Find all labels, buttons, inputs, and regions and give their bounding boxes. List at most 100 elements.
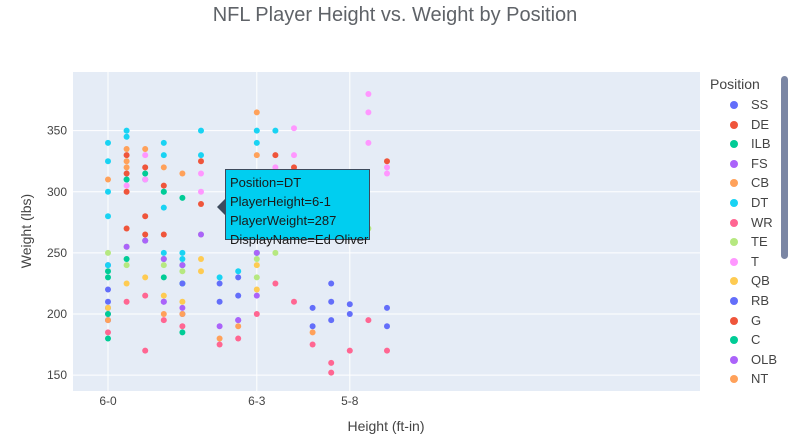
data-point[interactable] (235, 268, 242, 275)
data-point[interactable] (328, 298, 335, 305)
data-point[interactable] (272, 152, 279, 159)
data-point[interactable] (179, 311, 186, 317)
data-point[interactable] (198, 256, 204, 262)
legend-scrollbar[interactable] (781, 76, 788, 259)
data-point[interactable] (160, 188, 167, 195)
legend-item[interactable]: C (703, 331, 795, 349)
data-point[interactable] (142, 170, 149, 177)
data-point[interactable] (253, 286, 260, 293)
data-point[interactable] (328, 280, 335, 287)
legend-item[interactable]: OLB (703, 351, 795, 369)
data-point[interactable] (123, 298, 130, 305)
data-point[interactable] (123, 182, 130, 189)
data-point[interactable] (160, 274, 167, 281)
data-point[interactable] (179, 194, 186, 201)
data-point[interactable] (123, 280, 130, 287)
data-point[interactable] (142, 152, 149, 159)
legend-item[interactable]: DE (703, 116, 795, 134)
data-point[interactable] (105, 268, 111, 275)
data-point[interactable] (253, 127, 260, 134)
data-point[interactable] (198, 268, 204, 275)
legend-item[interactable]: TE (703, 233, 795, 251)
data-point[interactable] (142, 146, 149, 152)
data-point[interactable] (123, 127, 130, 134)
data-point[interactable] (123, 158, 130, 165)
data-point[interactable] (346, 301, 353, 308)
data-point[interactable] (253, 274, 260, 281)
data-point[interactable] (160, 311, 167, 317)
data-point[interactable] (160, 298, 167, 305)
data-point[interactable] (179, 329, 186, 336)
data-point[interactable] (105, 188, 111, 195)
data-point[interactable] (253, 262, 260, 269)
data-point[interactable] (105, 298, 111, 305)
data-point[interactable] (105, 176, 111, 183)
data-point[interactable] (105, 213, 111, 220)
data-point[interactable] (198, 188, 204, 195)
data-point[interactable] (123, 170, 130, 177)
data-point[interactable] (160, 262, 167, 269)
data-point[interactable] (253, 292, 260, 299)
legend-item[interactable]: DT (703, 194, 795, 212)
data-point[interactable] (384, 347, 390, 354)
data-point[interactable] (123, 188, 130, 195)
data-point[interactable] (253, 256, 260, 262)
data-point[interactable] (142, 176, 149, 183)
data-point[interactable] (253, 109, 260, 116)
data-point[interactable] (365, 91, 372, 97)
data-point[interactable] (235, 274, 242, 281)
data-point[interactable] (235, 323, 242, 330)
data-point[interactable] (291, 298, 297, 305)
data-point[interactable] (142, 237, 149, 244)
data-point[interactable] (105, 262, 111, 269)
data-point[interactable] (365, 109, 372, 116)
data-point[interactable] (384, 170, 390, 177)
data-point[interactable] (253, 311, 260, 317)
data-point[interactable] (198, 201, 204, 207)
data-point[interactable] (160, 152, 167, 159)
data-point[interactable] (142, 213, 149, 220)
data-point[interactable] (272, 127, 279, 134)
legend-item[interactable]: NT (703, 370, 795, 388)
data-point[interactable] (272, 164, 279, 171)
legend-item[interactable]: SS (703, 96, 795, 114)
data-point[interactable] (309, 304, 316, 311)
data-point[interactable] (179, 249, 186, 256)
data-point[interactable] (198, 158, 204, 165)
data-point[interactable] (105, 311, 111, 317)
data-point[interactable] (198, 231, 204, 238)
data-point[interactable] (160, 317, 167, 324)
data-point[interactable] (216, 280, 223, 287)
data-point[interactable] (123, 262, 130, 269)
data-point[interactable] (235, 292, 242, 299)
data-point[interactable] (235, 335, 242, 342)
data-point[interactable] (123, 146, 130, 152)
data-point[interactable] (179, 280, 186, 287)
legend-item[interactable]: G (703, 312, 795, 330)
data-point[interactable] (179, 323, 186, 330)
data-point[interactable] (105, 317, 111, 324)
data-point[interactable] (160, 231, 167, 238)
data-point[interactable] (179, 256, 186, 262)
data-point[interactable] (160, 249, 167, 256)
data-point[interactable] (160, 256, 167, 262)
data-point[interactable] (384, 158, 390, 165)
data-point[interactable] (160, 164, 167, 171)
data-point[interactable] (216, 341, 223, 348)
data-point[interactable] (123, 225, 130, 232)
data-point[interactable] (123, 243, 130, 250)
data-point[interactable] (179, 304, 186, 311)
data-point[interactable] (291, 152, 297, 159)
data-point[interactable] (160, 182, 167, 189)
legend-item[interactable]: RB (703, 292, 795, 310)
data-point[interactable] (272, 249, 279, 256)
data-point[interactable] (123, 256, 130, 262)
data-point[interactable] (365, 317, 372, 324)
data-point[interactable] (253, 152, 260, 159)
data-point[interactable] (309, 323, 316, 330)
data-point[interactable] (216, 274, 223, 281)
data-point[interactable] (105, 249, 111, 256)
data-point[interactable] (105, 329, 111, 336)
data-point[interactable] (142, 274, 149, 281)
